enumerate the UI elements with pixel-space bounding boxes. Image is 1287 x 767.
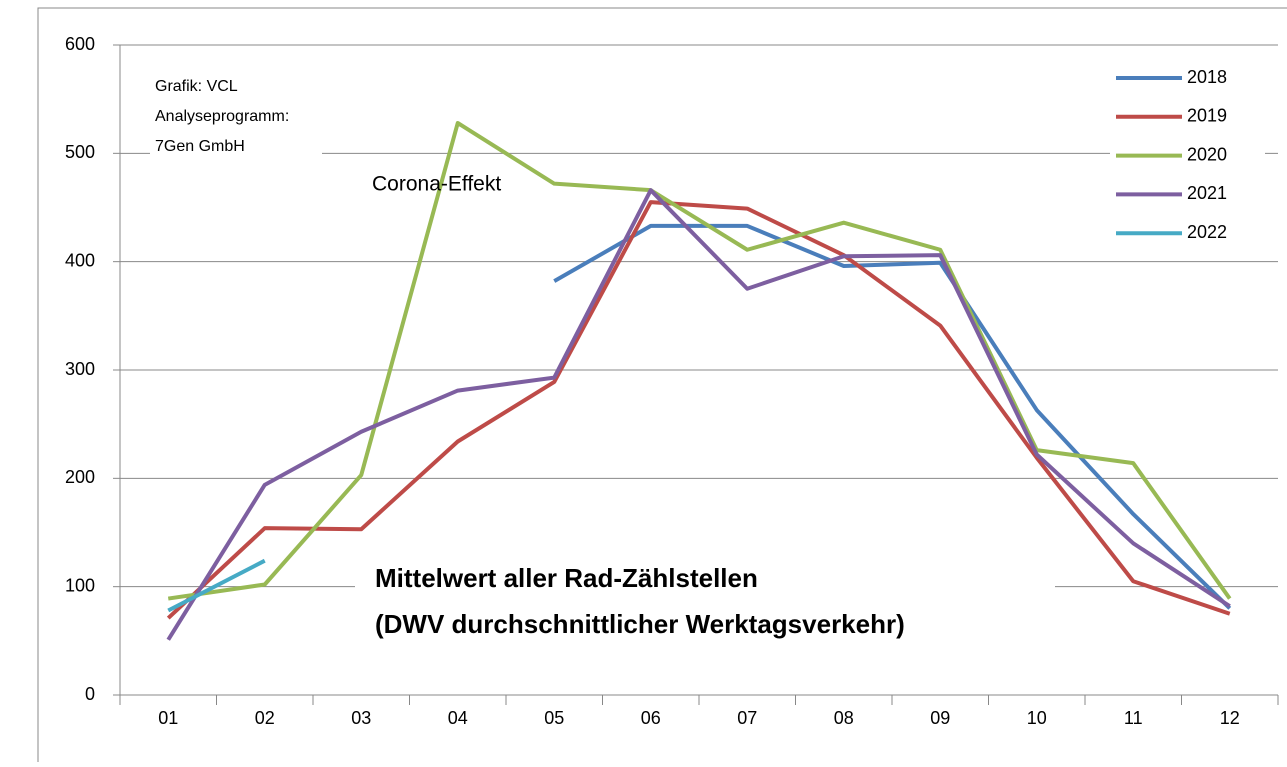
- x-tick-label: 11: [1124, 708, 1143, 728]
- y-tick-label: 200: [65, 467, 95, 487]
- caption-bg: [355, 555, 1055, 655]
- x-tick-label: 05: [544, 708, 564, 728]
- legend-label: 2020: [1187, 144, 1227, 164]
- y-tick-label: 400: [65, 250, 95, 270]
- annotation: Corona-Effekt: [372, 173, 501, 196]
- legend-label: 2018: [1187, 67, 1227, 87]
- note-bg: [150, 68, 322, 158]
- legend-label: 2022: [1187, 222, 1227, 242]
- legend-label: 2021: [1187, 183, 1227, 203]
- y-tick-label: 100: [65, 575, 95, 595]
- y-tick-label: 0: [85, 684, 95, 704]
- series-line: [166, 200, 1231, 620]
- x-tick-label: 07: [737, 708, 757, 728]
- legend-label: 2019: [1187, 106, 1227, 126]
- x-tick-label: 01: [158, 708, 178, 728]
- source-note: 7Gen GmbH: [155, 138, 245, 155]
- series-line: [553, 223, 1232, 610]
- series-line: [167, 121, 1232, 601]
- x-tick-label: 12: [1220, 708, 1240, 728]
- caption: (DWV durchschnittlicher Werktagsverkehr): [375, 609, 905, 639]
- y-tick-label: 500: [65, 142, 95, 162]
- x-tick-label: 06: [641, 708, 661, 728]
- y-tick-label: 600: [65, 34, 95, 54]
- series-line: [167, 558, 266, 613]
- x-tick-label: 03: [351, 708, 371, 728]
- source-note: Analyseprogramm:: [155, 108, 289, 125]
- x-tick-label: 09: [930, 708, 950, 728]
- series-line: [166, 188, 1231, 641]
- x-tick-label: 04: [448, 708, 468, 728]
- x-tick-label: 10: [1027, 708, 1047, 728]
- source-note: Grafik: VCL: [155, 78, 238, 95]
- caption: Mittelwert aller Rad-Zählstellen: [375, 563, 758, 593]
- frame: [37, 7, 1287, 767]
- x-tick-label: 08: [834, 708, 854, 728]
- y-tick-label: 300: [65, 359, 95, 379]
- x-tick-label: 02: [255, 708, 275, 728]
